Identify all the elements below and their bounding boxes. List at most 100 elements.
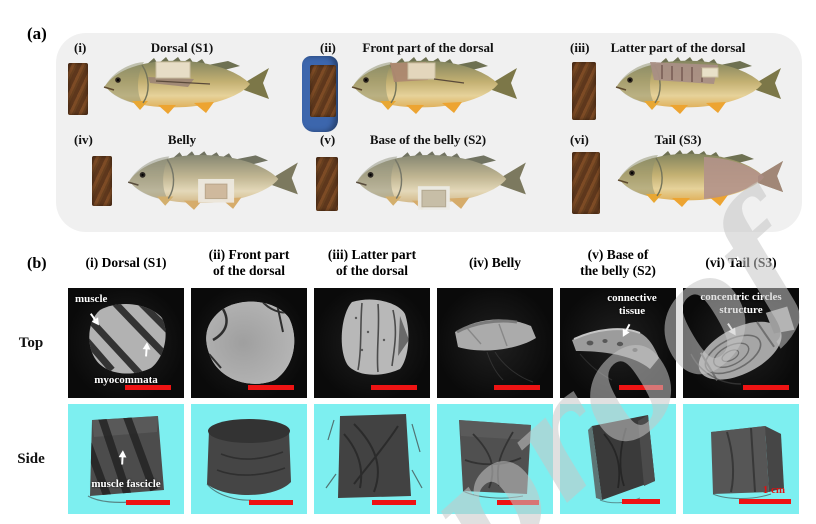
panel-a-item-base-belly: (v) Base of the belly (S2) [308, 132, 548, 226]
annotation-concentric-line2: structure [719, 304, 763, 316]
item-title: Dorsal (S1) [150, 40, 214, 55]
column-header-belly: (iv) Belly [437, 240, 553, 286]
header-line: (ii) Front part [208, 247, 290, 262]
scale-value-label: 1 cm [762, 484, 785, 496]
sample-strip [316, 157, 338, 211]
muscle-fascicle-arrow-icon [118, 450, 127, 465]
ct-slice-image [206, 301, 295, 384]
sample-strip [572, 152, 600, 214]
ct-top-tail: concentric circles structure [683, 288, 799, 398]
row-label-top: Top [18, 334, 44, 351]
scale-bar [249, 500, 293, 505]
ct-top-dorsal: muscle myocommata [68, 288, 184, 398]
panel-b-headers: (i) Dorsal (S1) (ii) Front part of the d… [68, 240, 799, 286]
item-index: (i) [74, 40, 87, 55]
annotation-connective-line2: tissue [618, 305, 646, 317]
side-sample-image [588, 415, 655, 504]
annotation-connective-line1: connective [607, 292, 657, 304]
panel-b-grid: muscle myocommata [68, 288, 799, 514]
sample-strip [572, 62, 596, 120]
header-line: of the dorsal [213, 263, 285, 278]
muscle-arrow-icon [89, 313, 99, 326]
side-sample-image [459, 420, 531, 499]
item-title: Front part of the dorsal [362, 40, 494, 55]
fish-photo [346, 53, 521, 115]
ct-slice-image [89, 304, 166, 374]
myocommata-arrow-icon [142, 342, 151, 357]
row-label-side: Side [17, 450, 45, 467]
scale-bar [372, 500, 416, 505]
scale-bar [126, 500, 170, 505]
panel-a-label: (a) [27, 24, 47, 43]
ct-top-latter-dorsal [314, 288, 430, 398]
column-header-base-belly: (v) Base of the belly (S2) [560, 240, 676, 286]
panel-b-label: (b) [27, 255, 47, 272]
ct-top-belly [437, 288, 553, 398]
side-view-front-dorsal [191, 404, 307, 514]
scale-bar [248, 385, 294, 390]
annotation-muscle-fascicle: muscle fascicle [91, 478, 161, 490]
side-view-base-belly [560, 404, 676, 514]
ct-slice-image [572, 328, 659, 381]
side-sample-image [711, 426, 784, 499]
item-index: (iv) [74, 132, 93, 147]
item-header: (iii) Latter part of the dorsal [558, 40, 798, 56]
panel-a-item-tail: (vi) Tail (S3) [558, 132, 798, 226]
item-header: (iv) Belly [62, 132, 302, 148]
fish-photo [612, 146, 787, 208]
panel-a-item-belly: (iv) Belly [62, 132, 302, 226]
side-view-latter-dorsal [314, 404, 430, 514]
scale-bar [125, 385, 171, 390]
sample-strip [68, 63, 88, 115]
ct-slice-image [455, 319, 536, 383]
header-line: (i) Dorsal (S1) [85, 255, 167, 270]
ct-top-front-dorsal [191, 288, 307, 398]
side-sample-image [325, 414, 423, 498]
panel-a-item-latter-dorsal: (iii) Latter part of the dorsal [558, 40, 798, 134]
panel-a-item-dorsal: (i) Dorsal (S1) [62, 40, 302, 134]
side-sample-image [87, 416, 164, 503]
sample-strip [92, 156, 112, 206]
side-view-dorsal: muscle fascicle [68, 404, 184, 514]
column-header-front-dorsal: (ii) Front part of the dorsal [191, 240, 307, 286]
header-line: (iii) Latter part [327, 247, 417, 262]
annotation-muscle: muscle [75, 293, 108, 305]
sample-strip [310, 65, 336, 117]
item-index: (vi) [570, 132, 589, 147]
fish-photo [98, 53, 273, 115]
item-title: Latter part of the dorsal [610, 40, 746, 55]
side-view-belly [437, 404, 553, 514]
item-header: (vi) Tail (S3) [558, 132, 798, 148]
header-line: of the dorsal [336, 263, 408, 278]
side-sample-image [206, 419, 291, 501]
scale-bar [371, 385, 417, 390]
item-index: (ii) [320, 40, 336, 55]
item-header: (v) Base of the belly (S2) [308, 132, 548, 148]
scale-bar [619, 385, 663, 390]
annotation-concentric-line1: concentric circles [700, 291, 782, 303]
scale-bar [743, 385, 789, 390]
ct-slice-image [690, 306, 795, 385]
scale-bar [622, 499, 660, 504]
column-header-tail: (vi) Tail (S3) [683, 240, 799, 286]
header-line: (iv) Belly [468, 255, 522, 270]
concentric-arrow-icon [727, 323, 736, 336]
fish-photo [350, 147, 530, 211]
header-line: (v) Base of [587, 247, 649, 262]
ct-top-base-belly: connective tissue [560, 288, 676, 398]
item-title: Base of the belly (S2) [369, 132, 487, 147]
header-line: (vi) Tail (S3) [705, 255, 777, 270]
fish-photo [610, 53, 785, 115]
side-view-tail: 1 cm [683, 404, 799, 514]
item-title: Belly [167, 132, 197, 147]
panel-a-item-front-dorsal: (ii) Front part of the dorsal [302, 40, 548, 134]
panel-a: (i) Dorsal (S1) (ii) Front part of the d… [56, 33, 802, 232]
item-title: Tail (S3) [654, 132, 702, 147]
column-header-dorsal: (i) Dorsal (S1) [68, 240, 184, 286]
scale-bar [739, 499, 791, 504]
scale-bar [497, 500, 539, 505]
column-header-latter-dorsal: (iii) Latter part of the dorsal [314, 240, 430, 286]
ct-slice-image [341, 299, 409, 375]
fish-photo [122, 147, 302, 211]
